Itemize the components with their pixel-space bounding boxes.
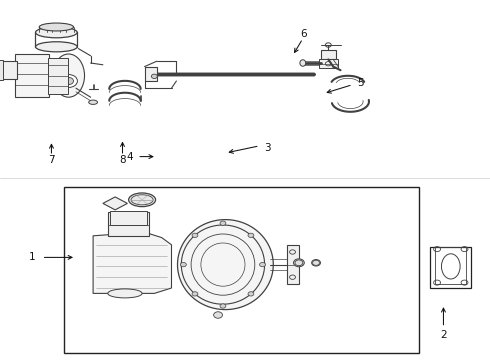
- Bar: [318, 59, 338, 68]
- Ellipse shape: [36, 42, 77, 52]
- Text: 4: 4: [126, 152, 133, 162]
- Circle shape: [220, 304, 226, 308]
- Bar: [145, 67, 157, 81]
- Circle shape: [60, 75, 77, 87]
- Bar: [287, 245, 299, 284]
- Bar: [108, 212, 149, 236]
- Circle shape: [248, 292, 254, 296]
- Ellipse shape: [294, 259, 304, 267]
- Bar: [321, 50, 336, 59]
- Bar: [2, 61, 17, 79]
- Text: 2: 2: [440, 330, 447, 340]
- Text: 7: 7: [48, 155, 55, 165]
- Bar: [64, 187, 419, 353]
- Polygon shape: [103, 197, 127, 210]
- Bar: [110, 211, 147, 225]
- Text: 8: 8: [119, 155, 126, 165]
- Bar: [0, 60, 3, 80]
- Bar: [15, 54, 49, 97]
- Ellipse shape: [300, 60, 306, 66]
- Polygon shape: [93, 232, 172, 293]
- Bar: [48, 58, 68, 94]
- Text: 3: 3: [264, 143, 270, 153]
- Circle shape: [220, 221, 226, 225]
- Text: 1: 1: [28, 252, 35, 262]
- Circle shape: [180, 262, 186, 267]
- Ellipse shape: [128, 193, 155, 207]
- Text: 5: 5: [357, 78, 364, 88]
- Circle shape: [248, 233, 254, 238]
- Circle shape: [64, 77, 74, 85]
- Circle shape: [260, 262, 266, 267]
- Ellipse shape: [53, 54, 84, 97]
- Ellipse shape: [108, 289, 142, 298]
- Circle shape: [151, 74, 157, 78]
- Circle shape: [192, 292, 198, 296]
- Text: 6: 6: [300, 29, 307, 39]
- Circle shape: [214, 312, 222, 318]
- Ellipse shape: [36, 27, 77, 38]
- Circle shape: [192, 233, 198, 238]
- Ellipse shape: [39, 23, 74, 31]
- Polygon shape: [177, 220, 273, 310]
- Ellipse shape: [89, 100, 98, 104]
- Bar: [430, 247, 471, 288]
- Ellipse shape: [312, 260, 320, 266]
